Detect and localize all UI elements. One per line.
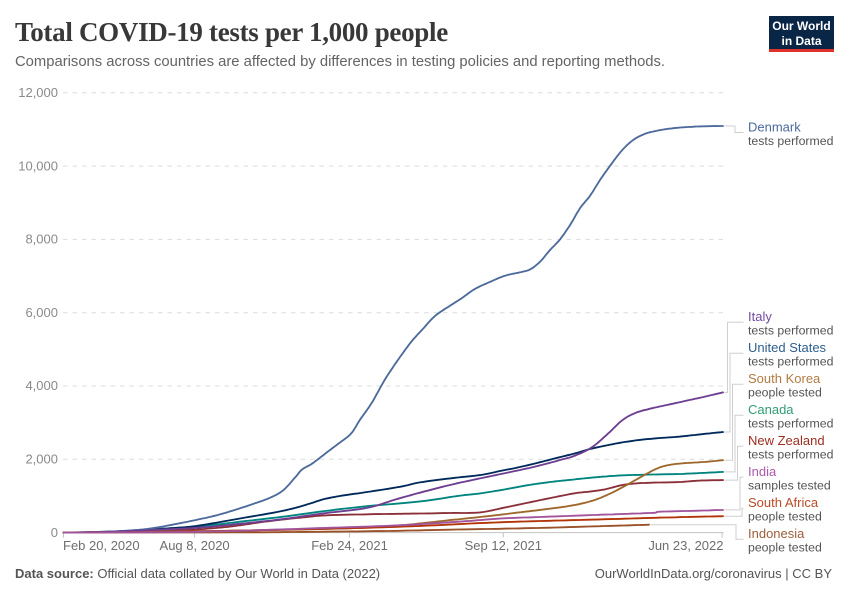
svg-text:tests performed: tests performed	[748, 355, 834, 369]
svg-text:Indonesia: Indonesia	[748, 526, 805, 541]
svg-text:Feb 20, 2020: Feb 20, 2020	[63, 538, 140, 553]
svg-text:10,000: 10,000	[18, 158, 58, 173]
svg-text:United States: United States	[748, 340, 827, 355]
svg-text:samples tested: samples tested	[748, 479, 831, 493]
svg-text:South Korea: South Korea	[748, 371, 821, 386]
svg-text:India: India	[748, 464, 777, 479]
svg-text:tests performed: tests performed	[748, 134, 834, 148]
svg-text:0: 0	[51, 525, 58, 540]
svg-text:people tested: people tested	[748, 510, 822, 524]
svg-text:4,000: 4,000	[25, 378, 58, 393]
svg-text:Jun 23, 2022: Jun 23, 2022	[648, 538, 723, 553]
svg-text:8,000: 8,000	[25, 232, 58, 247]
svg-text:Italy: Italy	[748, 309, 772, 324]
svg-text:tests performed: tests performed	[748, 448, 834, 462]
svg-text:South Africa: South Africa	[748, 495, 819, 510]
svg-text:Feb 24, 2021: Feb 24, 2021	[311, 538, 388, 553]
svg-text:people tested: people tested	[748, 386, 822, 400]
svg-text:tests performed: tests performed	[748, 324, 834, 338]
svg-text:12,000: 12,000	[18, 85, 58, 100]
svg-text:people tested: people tested	[748, 541, 822, 555]
svg-text:New Zealand: New Zealand	[748, 433, 825, 448]
svg-text:2,000: 2,000	[25, 452, 58, 467]
svg-text:tests performed: tests performed	[748, 417, 834, 431]
svg-text:Denmark: Denmark	[748, 119, 801, 134]
svg-text:Aug 8, 2020: Aug 8, 2020	[160, 538, 230, 553]
svg-text:Sep 12, 2021: Sep 12, 2021	[465, 538, 542, 553]
svg-text:Canada: Canada	[748, 402, 794, 417]
svg-text:6,000: 6,000	[25, 305, 58, 320]
